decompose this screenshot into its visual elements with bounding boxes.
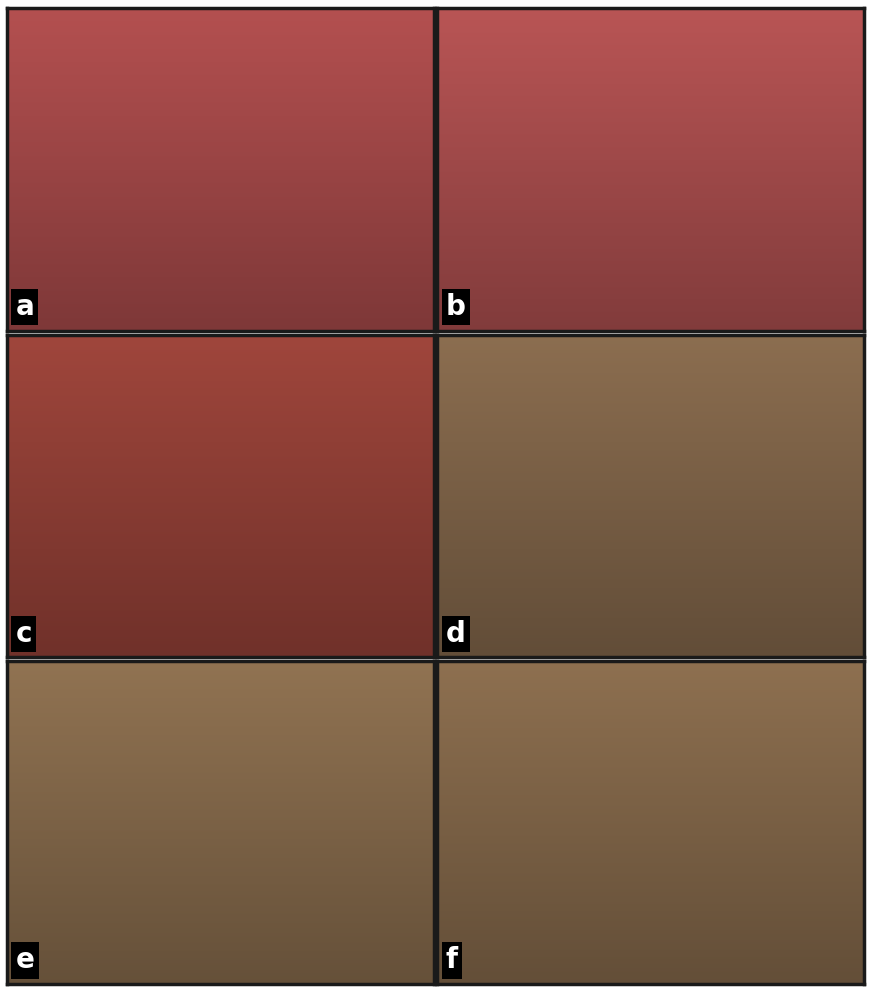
Text: c: c [16, 620, 32, 648]
Text: d: d [446, 620, 466, 648]
Text: a: a [16, 293, 34, 321]
Text: b: b [446, 293, 466, 321]
Text: f: f [446, 946, 458, 974]
Text: e: e [16, 946, 34, 974]
